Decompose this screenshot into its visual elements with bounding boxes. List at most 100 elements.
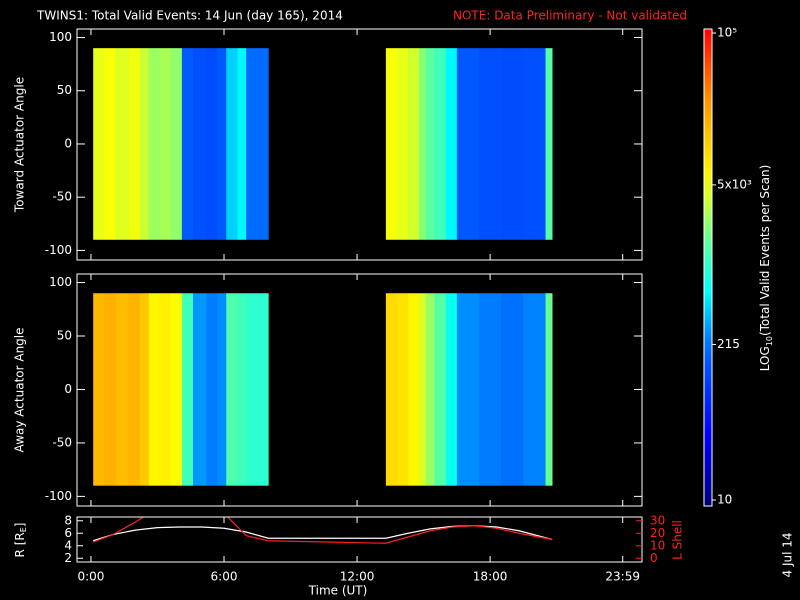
heatmap-cell <box>115 293 129 486</box>
heatmap-cell <box>523 293 546 486</box>
panel-frame <box>76 516 643 563</box>
heatmap-cell <box>181 293 194 486</box>
colorbar-label: LOG10(Total Valid Events per Scan) <box>758 165 774 372</box>
note: NOTE: Data Preliminary - Not validated <box>453 9 687 23</box>
heatmap-cell <box>445 48 458 240</box>
heatmap-cell <box>159 48 172 240</box>
y-tick-label: 0 <box>64 382 72 396</box>
heatmap-cell <box>139 293 149 486</box>
heatmap-cell <box>181 48 194 240</box>
heatmap-cell <box>128 48 141 240</box>
heatmap-cell <box>445 293 458 486</box>
y-axis-label: Away Actuator Angle <box>13 327 27 452</box>
heatmap-cell <box>385 48 398 240</box>
y-tick-label: 2 <box>64 551 72 565</box>
heatmap-cell <box>408 48 420 240</box>
y-tick-label: -100 <box>45 489 72 503</box>
x-axis-label: Time (UT) <box>308 584 368 598</box>
heatmap-cell <box>425 48 435 240</box>
y-tick-label: -50 <box>52 435 72 449</box>
y-tick-label: 0 <box>64 136 72 150</box>
heatmap-cell <box>93 293 105 486</box>
y-tick-label: 4 <box>64 538 72 552</box>
y2-tick-label: 0 <box>650 551 658 565</box>
series-line <box>93 525 553 542</box>
heatmap-cell <box>226 48 238 240</box>
colorbar-tick-label: 10 <box>717 493 732 507</box>
heatmap-cell <box>170 48 183 240</box>
y-tick-label: -100 <box>45 243 72 257</box>
x-tick-label: 0:00 <box>77 570 104 584</box>
y2-tick-label: 30 <box>650 513 665 527</box>
y-tick-label: 100 <box>49 275 72 289</box>
panel-frame <box>76 273 643 507</box>
colorbar <box>703 28 713 507</box>
heatmap-cell <box>206 48 218 240</box>
heatmap-cell <box>501 293 524 486</box>
r-label-end: ] <box>13 523 27 528</box>
y2-tick-label: 20 <box>650 526 665 540</box>
heatmap-cell <box>192 293 207 486</box>
colorbar-tick-label: 5x10³ <box>717 177 752 191</box>
colorbar-label-end: (Total Valid Events per Scan) <box>758 165 772 336</box>
x-tick-label: 6:00 <box>211 570 238 584</box>
x-tick-label: 23:59 <box>605 570 640 584</box>
heatmap-cell <box>419 48 427 240</box>
colorbar-tick-label: 10⁵ <box>717 26 737 40</box>
r-label-main: R [R <box>13 532 27 557</box>
heatmap-cell <box>479 48 502 240</box>
heatmap-cell <box>226 293 238 486</box>
heatmap-cell <box>425 293 435 486</box>
heatmap-cell <box>104 48 116 240</box>
y-tick-label: 6 <box>64 526 72 540</box>
r-axis-label: R [RE] <box>13 523 28 558</box>
heatmap-cell <box>104 293 116 486</box>
y-tick-label: 100 <box>49 30 72 44</box>
x-tick-label: 18:00 <box>473 570 508 584</box>
colorbar-tick-label: 215 <box>717 337 740 351</box>
y-tick-label: -50 <box>52 190 72 204</box>
heatmap-cell <box>479 293 502 486</box>
heatmap-cell <box>456 48 480 240</box>
heatmap-cell <box>217 293 227 486</box>
heatmap-cell <box>93 48 105 240</box>
heatmap-cell <box>246 48 269 240</box>
heatmap-cell <box>237 48 247 240</box>
series-line <box>92 517 553 544</box>
x-tick-label: 12:00 <box>340 570 375 584</box>
colorbar-label-sub: 10 <box>765 336 774 346</box>
heatmap-cell <box>408 293 420 486</box>
heatmap-cell <box>456 293 480 486</box>
heatmap-cell <box>237 293 247 486</box>
y-tick-label: 50 <box>57 83 72 97</box>
heatmap-cell <box>148 48 161 240</box>
heatmap-cell <box>545 293 553 486</box>
y-axis-label: Toward Actuator Angle <box>13 77 27 213</box>
heatmap-cell <box>128 293 141 486</box>
heatmap-cell <box>396 48 409 240</box>
heatmap-cell <box>396 293 409 486</box>
heatmap-cell <box>192 48 207 240</box>
r-label-sub: E <box>19 527 28 532</box>
heatmap-cell <box>545 48 553 240</box>
y-tick-label: 8 <box>64 513 72 527</box>
y-tick-label: 50 <box>57 329 72 343</box>
title: TWINS1: Total Valid Events: 14 Jun (day … <box>36 9 343 23</box>
heatmap-cell <box>419 293 427 486</box>
colorbar-label-main: LOG <box>758 346 772 371</box>
heatmap-cell <box>523 48 546 240</box>
heatmap-cell <box>115 48 129 240</box>
heatmap-cell <box>434 293 447 486</box>
panel-frame <box>76 28 643 261</box>
line-plot <box>92 517 553 544</box>
heatmap-cell <box>217 48 227 240</box>
heatmap-cell <box>148 293 161 486</box>
side-text: 4 Jul 14 <box>781 532 795 577</box>
heatmap-cell <box>159 293 172 486</box>
y2-tick-label: 10 <box>650 538 665 552</box>
lshell-axis-label: L Shell <box>671 520 685 560</box>
heatmap-cell <box>246 293 269 486</box>
heatmap-cell <box>434 48 447 240</box>
